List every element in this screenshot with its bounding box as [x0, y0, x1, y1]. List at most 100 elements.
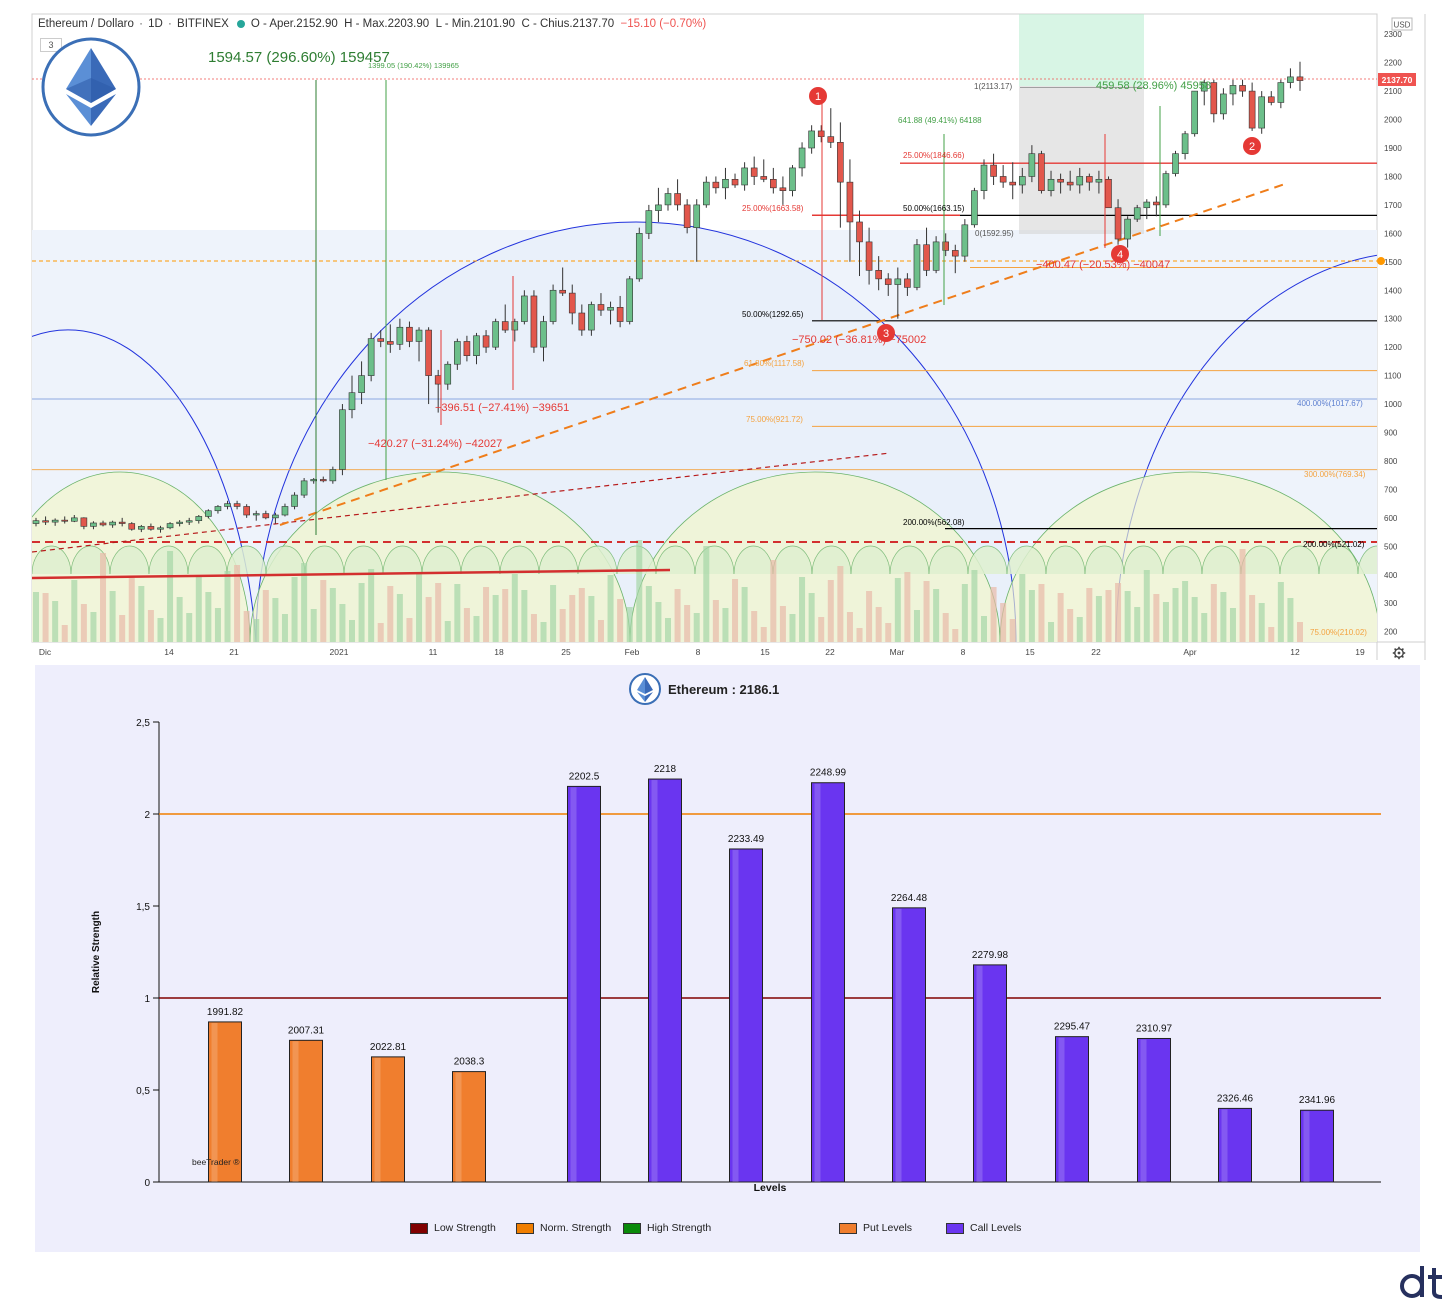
legend-call-levels[interactable]: Call Levels: [946, 1222, 1021, 1234]
candle-body: [348, 392, 356, 411]
volume-bar: [990, 587, 997, 642]
legend-put-levels[interactable]: Put Levels: [839, 1222, 912, 1234]
volume-bar: [521, 590, 528, 642]
candle-body: [291, 494, 298, 507]
measure-label: 641.88 (49.41%) 64188: [898, 116, 982, 125]
volume-bar: [760, 627, 767, 642]
volume-bar: [655, 602, 662, 642]
volume-bar: [483, 587, 490, 642]
candle-body: [588, 304, 595, 331]
y-tick-label: 1100: [1384, 372, 1402, 381]
bar-value-label: 2326.46: [1217, 1093, 1254, 1104]
candle-body: [501, 321, 509, 331]
candle-body: [473, 335, 480, 356]
x-axis-title: Levels: [754, 1182, 787, 1194]
candle-body: [616, 307, 624, 322]
bar-value-label: 2007.31: [288, 1025, 325, 1036]
candle-body: [1220, 93, 1227, 115]
micro-cycle-arc: [1084, 545, 1125, 575]
candle-body: [1153, 201, 1160, 206]
volume-bar: [1000, 603, 1007, 642]
candle-body: [1191, 90, 1198, 135]
micro-cycle-arc: [32, 545, 72, 575]
legend-norm-strength[interactable]: Norm. Strength: [516, 1222, 611, 1234]
fib-label: 50.00%(1292.65): [742, 310, 804, 319]
candle-body: [339, 409, 346, 470]
micro-cycle-arc: [1318, 545, 1359, 575]
wave-marker: [1111, 245, 1129, 263]
fib-label: 61.80%(1117.58): [744, 359, 805, 368]
candle-body: [176, 521, 183, 524]
candle-body: [817, 130, 825, 137]
candle-body: [1057, 178, 1064, 183]
y-tick-label: 200: [1384, 628, 1398, 637]
volume-bar: [52, 601, 59, 642]
volume-bar: [214, 608, 221, 642]
candle-body: [214, 506, 222, 512]
legend-label: Norm. Strength: [540, 1222, 612, 1234]
micro-cycle-arc: [1201, 545, 1242, 575]
y-tick-label: 1000: [1384, 400, 1402, 409]
y-tick-label: 1600: [1384, 229, 1402, 238]
candle-body: [61, 519, 69, 522]
candle-body: [138, 526, 145, 530]
candle-body: [1277, 82, 1285, 103]
measure-label: 1399.05 (190.42%) 139965: [368, 61, 459, 70]
timeframe[interactable]: 1D: [148, 18, 163, 30]
volume-bar: [1297, 622, 1303, 642]
y-tick-label: 1700: [1384, 201, 1402, 210]
candle-body: [1133, 207, 1141, 220]
volume-bar: [1258, 603, 1265, 642]
candle-body: [128, 523, 136, 530]
legend-label: Low Strength: [434, 1222, 496, 1234]
volume-bar: [779, 606, 786, 642]
candle-body: [578, 312, 586, 331]
volume-bar: [961, 584, 968, 642]
volume-bar: [195, 576, 202, 642]
candle-body: [1143, 201, 1151, 209]
candle-body: [243, 506, 250, 516]
volume-bar: [33, 592, 39, 642]
bar-value-label: 2202.5: [569, 771, 600, 782]
time-cycle-arc: [255, 221, 1017, 642]
candle-body: [894, 278, 902, 285]
volume-bar: [492, 595, 499, 642]
candle-body: [971, 190, 978, 226]
volume-bar: [1115, 583, 1122, 642]
candle-body: [51, 519, 59, 523]
fib-label: 400.00%(1017.67): [1297, 399, 1363, 408]
y-tick-label: 2100: [1384, 87, 1402, 96]
candle-body: [205, 510, 212, 517]
gear-icon[interactable]: [1392, 646, 1406, 660]
y-tick-label: 0: [144, 1178, 150, 1189]
candle-body: [224, 503, 231, 507]
volume-bar: [1038, 584, 1045, 642]
volume-bar: [128, 578, 135, 642]
candle-body: [980, 164, 988, 191]
x-tick-label: Feb: [625, 647, 640, 657]
candle-body: [607, 307, 614, 311]
fib-label: 1(2113.17): [974, 82, 1012, 91]
legend-low-strength[interactable]: Low Strength: [410, 1222, 496, 1234]
candle-body: [233, 503, 241, 507]
volume-bar: [167, 551, 174, 642]
ohlc-high: H - Max.2203.90: [344, 18, 430, 30]
legend-high-strength[interactable]: High Strength: [623, 1222, 711, 1234]
volume-bar: [310, 609, 317, 642]
micro-cycle-arc: [382, 545, 423, 575]
y-tick-label: 600: [1384, 514, 1398, 523]
volume-bar: [435, 583, 442, 642]
volume-bar: [904, 572, 911, 642]
volume-bar: [71, 580, 78, 642]
symbol-name: Ethereum / Dollaro: [38, 18, 134, 30]
candle-body: [549, 289, 557, 322]
indicator-toggle[interactable]: 3: [40, 38, 62, 52]
candle-body: [990, 164, 997, 177]
candle-body: [166, 523, 174, 529]
micro-cycle-arc: [1123, 545, 1164, 575]
candle-body: [387, 341, 394, 345]
micro-cycle-arc: [1279, 545, 1320, 575]
candle-body: [712, 181, 720, 189]
